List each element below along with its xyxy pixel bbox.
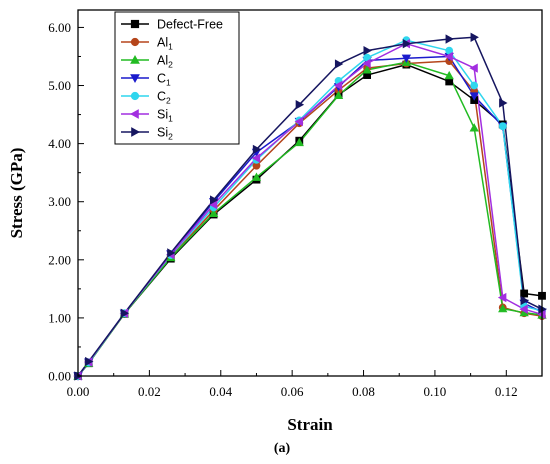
data-point <box>445 34 454 44</box>
data-point <box>362 58 371 69</box>
x-tick-label: 0.08 <box>352 384 375 399</box>
legend-label-subscript: 2 <box>168 60 173 70</box>
data-point <box>363 46 372 56</box>
data-point <box>470 32 479 42</box>
legend-label-main: C <box>157 72 166 86</box>
data-point <box>402 39 412 49</box>
legend-swatch-marker <box>130 91 140 101</box>
data-point <box>519 304 528 314</box>
legend-label-subscript: 1 <box>168 42 173 52</box>
data-point <box>208 208 219 217</box>
data-point <box>334 59 344 69</box>
legend-label: Defect-Free <box>157 18 223 32</box>
legend-label: C1 <box>157 72 171 88</box>
y-tick-label: 5.00 <box>48 78 71 93</box>
data-point <box>333 80 343 91</box>
data-point <box>251 172 262 181</box>
data-point <box>498 122 507 131</box>
data-point <box>333 90 344 100</box>
legend-label-main: Si <box>157 126 168 140</box>
y-tick-label: 2.00 <box>48 252 71 267</box>
x-tick-label: 0.02 <box>138 384 161 399</box>
y-tick-label: 6.00 <box>48 20 71 35</box>
legend-swatch-marker <box>130 37 140 47</box>
x-tick-label: 0.04 <box>209 384 232 399</box>
legend-swatch-marker <box>130 74 140 83</box>
data-point <box>470 81 479 90</box>
x-tick-label: 0.00 <box>67 384 90 399</box>
legend-label-subscript: 2 <box>166 96 171 106</box>
legend-swatch-marker <box>130 109 139 119</box>
data-point <box>469 63 478 73</box>
data-point <box>499 98 508 108</box>
data-point <box>520 295 529 306</box>
data-point <box>401 54 412 63</box>
legend-label-subscript: 1 <box>166 78 171 88</box>
legend-swatch-marker <box>130 55 140 64</box>
y-tick-label: 4.00 <box>48 136 71 151</box>
data-point <box>469 123 479 132</box>
data-point <box>210 195 219 205</box>
figure-caption: (a) <box>274 441 291 456</box>
x-axis-title: Strain <box>287 415 333 434</box>
x-tick-label: 0.10 <box>424 384 447 399</box>
legend-label-main: C <box>157 90 166 104</box>
y-tick-label: 0.00 <box>48 369 71 384</box>
data-point <box>444 70 454 80</box>
data-point <box>251 153 261 163</box>
data-point <box>294 137 304 147</box>
legend-label: C2 <box>157 90 171 106</box>
legend-label-main: Al <box>157 36 168 50</box>
legend-label-subscript: 1 <box>168 114 173 124</box>
data-point <box>120 308 130 318</box>
legend-swatch-marker <box>130 19 140 29</box>
plot-frame <box>77 9 543 377</box>
legend-label-subscript: 2 <box>168 132 173 142</box>
data-point <box>362 65 372 74</box>
data-point <box>85 356 94 367</box>
data-point <box>520 289 529 298</box>
data-point <box>167 248 176 258</box>
data-point <box>444 51 453 62</box>
legend-label: Si1 <box>157 108 173 124</box>
axes: 0.00 0.02 0.04 0.06 0.08 0.10 0.12 0.00 1.00 2.00… <box>48 20 517 399</box>
data-point <box>252 144 262 155</box>
data-point <box>497 292 507 303</box>
y-tick-label: 1.00 <box>48 310 71 325</box>
x-tick-label: 0.06 <box>281 384 304 399</box>
y-tick-label: 3.00 <box>48 194 71 209</box>
data-point <box>295 100 305 110</box>
legend-label-main: Al <box>157 54 168 68</box>
legend-label-main: Si <box>157 108 168 122</box>
series-markers <box>73 32 547 381</box>
data-point <box>469 92 479 101</box>
y-axis-title: Stress (GPa) <box>7 148 26 239</box>
legend-label: Si2 <box>157 126 173 142</box>
legend-swatch-marker <box>131 127 140 137</box>
legend-label: Al2 <box>157 54 173 70</box>
data-point <box>498 303 508 313</box>
x-tick-label: 0.12 <box>495 384 518 399</box>
legend-label: Al1 <box>157 36 173 52</box>
legend-label-main: Defect-Free <box>157 18 223 32</box>
data-point <box>294 116 303 127</box>
